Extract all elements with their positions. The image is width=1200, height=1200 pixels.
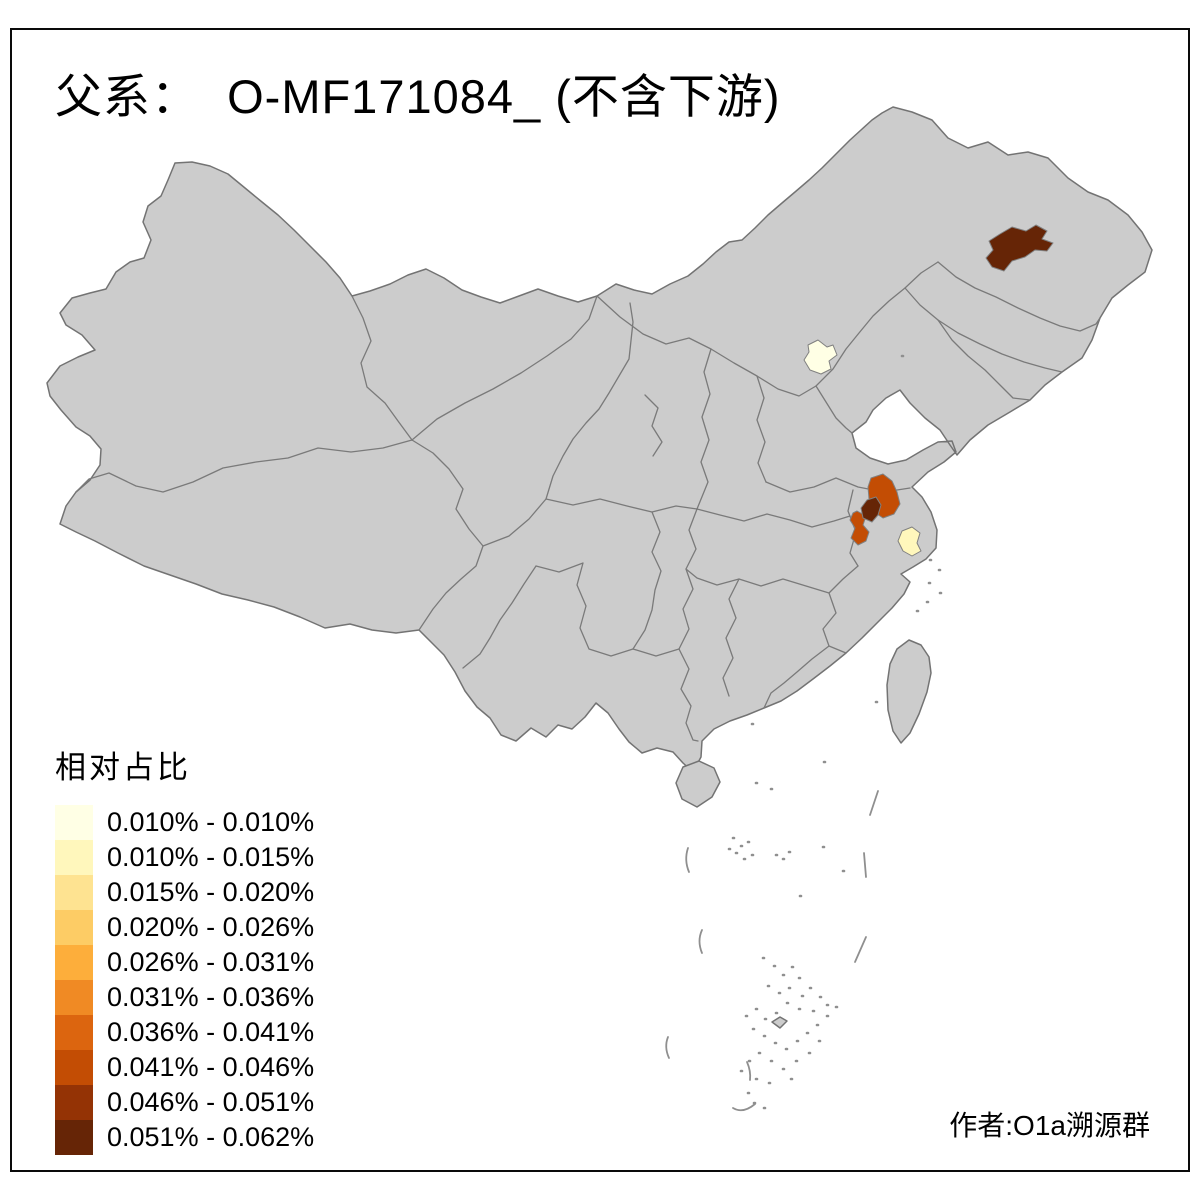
legend: 相对占比 0.010% - 0.010% 0.010% - 0.015% 0.0… — [55, 742, 314, 1155]
legend-swatch — [55, 1050, 93, 1085]
taiwan-island — [886, 639, 932, 744]
legend-label: 0.020% - 0.026% — [107, 912, 315, 942]
region-beijing — [803, 339, 838, 375]
sea-islands-dots — [727, 354, 943, 1110]
legend-title: 相对占比 — [55, 750, 191, 785]
attribution: 作者:O1a溯源群 — [949, 1110, 1150, 1141]
map-title: 父系： O-MF171084_ (不含下游) — [55, 70, 781, 123]
legend-swatch — [55, 945, 93, 980]
legend-label: 0.031% - 0.036% — [107, 982, 315, 1012]
province-borders — [75, 261, 1101, 742]
legend-label: 0.015% - 0.020% — [107, 877, 315, 907]
legend-swatch — [55, 1120, 93, 1155]
legend-swatch — [55, 805, 93, 840]
region-suzhou — [897, 526, 922, 557]
legend-item: 0.010% - 0.010% — [55, 805, 314, 840]
mainland-outline — [46, 106, 1153, 773]
legend-label: 0.051% - 0.062% — [107, 1122, 315, 1152]
legend-label: 0.010% - 0.010% — [107, 807, 315, 837]
legend-swatch — [55, 910, 93, 945]
legend-item: 0.010% - 0.015% — [55, 840, 314, 875]
china-land — [46, 106, 1153, 1029]
legend-item: 0.015% - 0.020% — [55, 875, 314, 910]
legend-item: 0.051% - 0.062% — [55, 1120, 314, 1155]
hainan-island — [675, 760, 721, 808]
legend-swatch — [55, 1085, 93, 1120]
legend-item: 0.041% - 0.046% — [55, 1050, 314, 1085]
legend-label: 0.026% - 0.031% — [107, 947, 315, 977]
legend-label: 0.046% - 0.051% — [107, 1087, 315, 1117]
legend-swatch — [55, 980, 93, 1015]
region-jiangsu-middle — [860, 496, 882, 523]
legend-item: 0.046% - 0.051% — [55, 1085, 314, 1120]
legend-swatch — [55, 840, 93, 875]
legend-swatch — [55, 1015, 93, 1050]
small-island — [771, 1016, 788, 1029]
legend-item: 0.031% - 0.036% — [55, 980, 314, 1015]
highlighted-regions — [803, 224, 1054, 557]
region-harbin — [985, 224, 1054, 272]
region-jiangsu-west — [849, 510, 870, 546]
legend-swatch — [55, 875, 93, 910]
legend-item: 0.036% - 0.041% — [55, 1015, 314, 1050]
legend-label: 0.036% - 0.041% — [107, 1017, 315, 1047]
legend-label: 0.041% - 0.046% — [107, 1052, 315, 1082]
legend-rows: 0.010% - 0.010% 0.010% - 0.015% 0.015% -… — [55, 805, 314, 1155]
legend-item: 0.026% - 0.031% — [55, 945, 314, 980]
legend-item: 0.020% - 0.026% — [55, 910, 314, 945]
legend-label: 0.010% - 0.015% — [107, 842, 315, 872]
sea-boundary-dashes — [665, 790, 879, 1112]
